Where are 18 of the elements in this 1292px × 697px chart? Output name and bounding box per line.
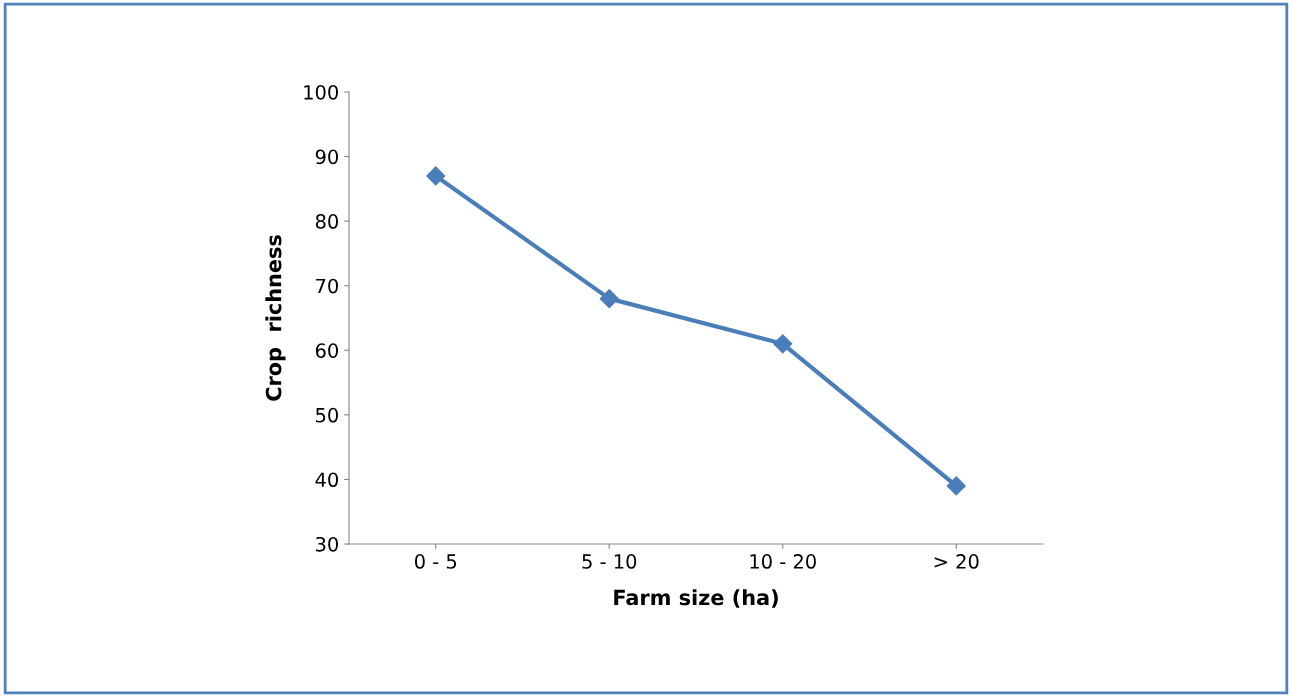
- y-tick-label: 80: [315, 214, 338, 229]
- point: [599, 289, 619, 309]
- x-tick-label: 10 - 20: [750, 554, 816, 569]
- x-axis-title: Farm size (ha): [614, 589, 778, 608]
- y-tick-label: 100: [304, 84, 338, 100]
- y-tick-label: 30: [316, 536, 338, 552]
- point: [426, 166, 446, 186]
- y-tick-label: 70: [316, 278, 338, 294]
- y-axis-title: Crop richness: [265, 235, 286, 401]
- x-tick-label: 0 - 5: [414, 554, 457, 569]
- x-tick-label: > 20: [934, 554, 979, 569]
- y-tick-label: 40: [315, 472, 338, 488]
- y-tick-label: 50: [316, 407, 338, 423]
- y-tick-label: 90: [315, 149, 338, 165]
- point: [773, 334, 793, 354]
- x-tick-label: 5 - 10: [582, 554, 637, 569]
- point: [946, 476, 966, 496]
- y-tick-label: 60: [315, 343, 338, 358]
